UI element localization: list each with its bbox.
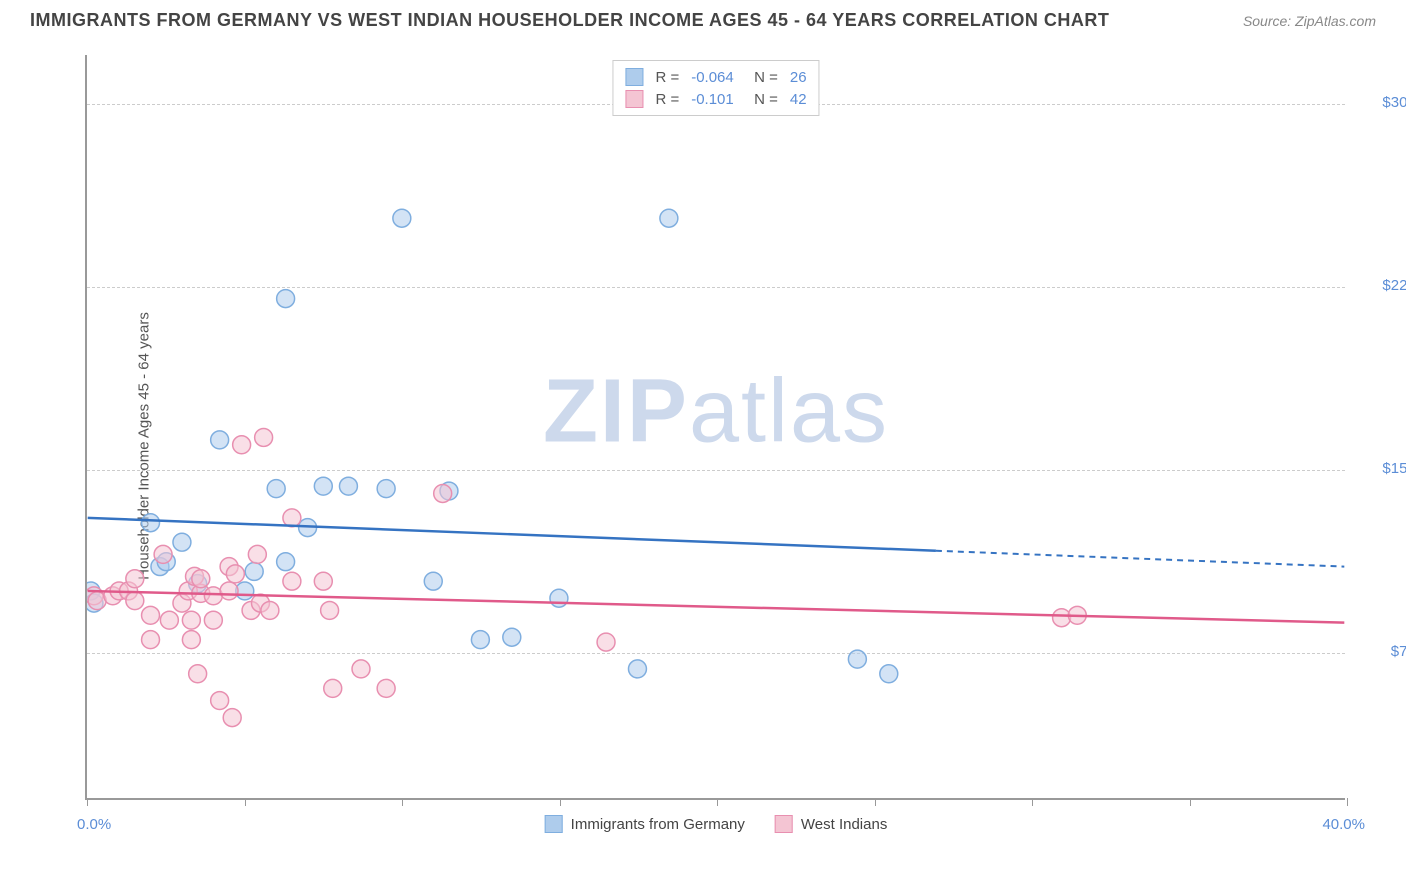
x-tick (402, 798, 403, 806)
correlation-legend: R = -0.064 N = 26 R = -0.101 N = 42 (612, 60, 819, 116)
chart-source: Source: ZipAtlas.com (1243, 13, 1376, 29)
trend-line-extrapolated (936, 551, 1344, 567)
chart-area: ZIPatlas R = -0.064 N = 26 R = -0.101 N … (55, 55, 1375, 820)
x-tick (875, 798, 876, 806)
y-tick-label: $300,000 (1355, 94, 1406, 111)
x-tick (87, 798, 88, 806)
x-axis-max: 40.0% (1322, 816, 1365, 833)
trend-line (88, 518, 936, 551)
legend-swatch-westindian-icon (775, 815, 793, 833)
y-tick-label: $225,000 (1355, 277, 1406, 294)
y-tick-label: $75,000 (1355, 643, 1406, 660)
trend-lines (87, 55, 1345, 798)
trend-line (88, 591, 1345, 623)
x-tick (1347, 798, 1348, 806)
y-tick-label: $150,000 (1355, 460, 1406, 477)
x-tick (1032, 798, 1033, 806)
plot-region: ZIPatlas R = -0.064 N = 26 R = -0.101 N … (85, 55, 1345, 800)
legend-row-germany: R = -0.064 N = 26 (625, 66, 806, 88)
series-legend: Immigrants from Germany West Indians (545, 815, 888, 833)
legend-swatch-westindian (625, 90, 643, 108)
legend-swatch-germany-icon (545, 815, 563, 833)
chart-title: IMMIGRANTS FROM GERMANY VS WEST INDIAN H… (30, 10, 1109, 31)
x-tick (560, 798, 561, 806)
chart-header: IMMIGRANTS FROM GERMANY VS WEST INDIAN H… (0, 0, 1406, 46)
legend-item-westindian: West Indians (775, 815, 887, 833)
x-tick (1190, 798, 1191, 806)
legend-item-germany: Immigrants from Germany (545, 815, 745, 833)
x-axis-min: 0.0% (77, 816, 111, 833)
legend-swatch-germany (625, 68, 643, 86)
x-tick (717, 798, 718, 806)
legend-row-westindian: R = -0.101 N = 42 (625, 88, 806, 110)
x-tick (245, 798, 246, 806)
